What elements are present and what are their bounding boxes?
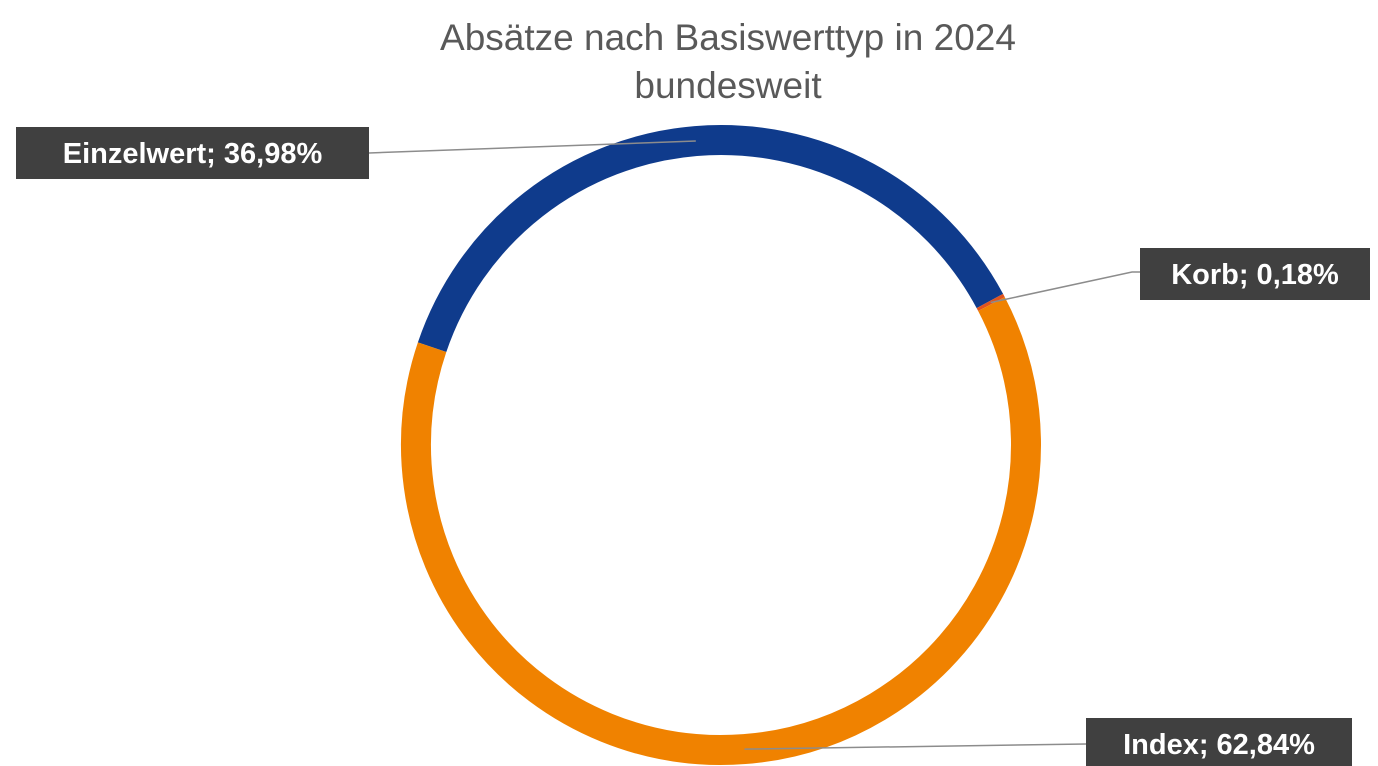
slice-index (401, 297, 1041, 765)
data-label-text: Index; 62,84% (1123, 729, 1315, 761)
chart-title: Absätze nach Basiswerttyp in 2024 bundes… (0, 14, 1378, 110)
data-label-background (16, 127, 369, 179)
chart-title-line-1: Absätze nach Basiswerttyp in 2024 (440, 17, 1016, 58)
data-label-text: Einzelwert; 36,98% (63, 138, 323, 170)
data-label-text: Korb; 0,18% (1171, 259, 1339, 291)
leader-line-korb (990, 271, 1140, 304)
data-label-background (1140, 248, 1370, 300)
data-label-index: Index; 62,84% (1086, 718, 1352, 766)
slice-einzelwert (417, 125, 1004, 353)
data-label-background (1086, 718, 1352, 766)
leader-line-index (744, 743, 1087, 750)
chart-title-line-2: bundesweit (634, 65, 822, 106)
data-label-einzelwert: Einzelwert; 36,98% (16, 127, 369, 179)
slice-korb (976, 293, 1005, 311)
leader-line-einzelwert (368, 140, 696, 154)
data-label-korb: Korb; 0,18% (1140, 248, 1370, 300)
